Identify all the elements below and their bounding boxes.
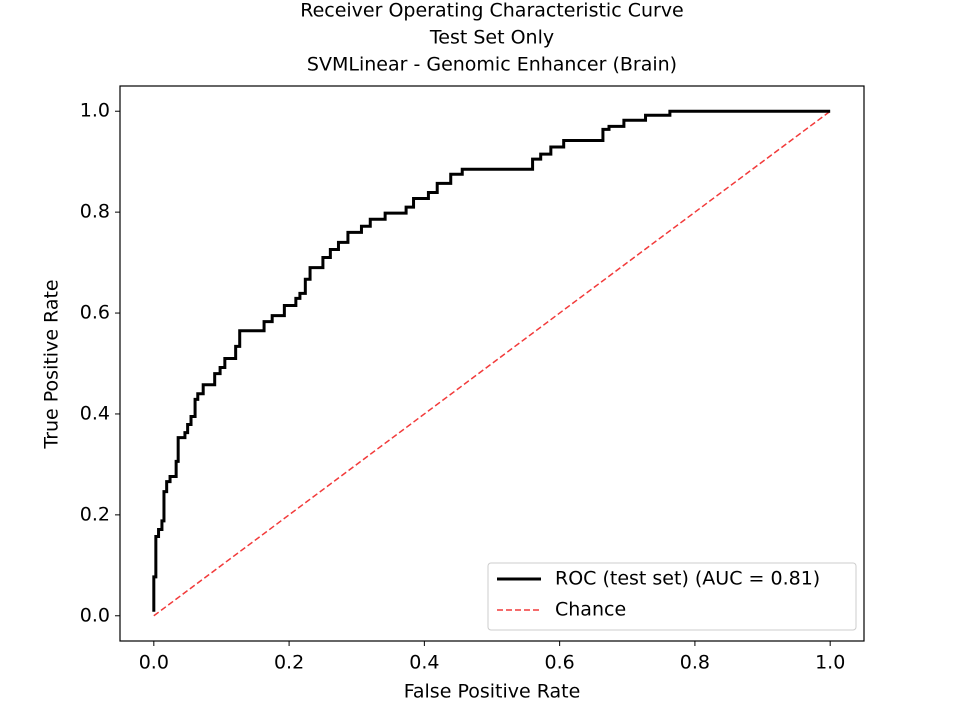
x-tick-label: 0.6	[545, 652, 575, 674]
chart-title: Receiver Operating Characteristic Curve	[300, 0, 684, 22]
x-tick-label: 1.0	[815, 652, 845, 674]
y-axis-label: True Positive Rate	[41, 279, 63, 449]
chart-title: SVMLinear - Genomic Enhancer (Brain)	[307, 54, 677, 76]
x-axis-label: False Positive Rate	[404, 681, 581, 703]
y-tick-label: 0.4	[80, 402, 110, 424]
chart-title: Test Set Only	[429, 27, 554, 49]
y-tick-label: 0.0	[80, 604, 110, 626]
y-tick-label: 0.2	[80, 503, 110, 525]
plot-frame	[119, 85, 865, 642]
legend-label: Chance	[555, 599, 626, 621]
y-tick-label: 0.6	[80, 302, 110, 324]
x-tick-label: 0.8	[680, 652, 710, 674]
y-tick-label: 1.0	[80, 100, 110, 122]
x-tick-label: 0.4	[409, 652, 439, 674]
y-tick-label: 0.8	[80, 201, 110, 223]
roc-line	[152, 109, 831, 612]
x-tick-label: 0.0	[139, 652, 169, 674]
roc-line	[153, 110, 831, 617]
legend-label: ROC (test set) (AUC = 0.81)	[555, 568, 820, 590]
legend-box	[487, 562, 857, 631]
x-tick-label: 0.2	[274, 652, 304, 674]
